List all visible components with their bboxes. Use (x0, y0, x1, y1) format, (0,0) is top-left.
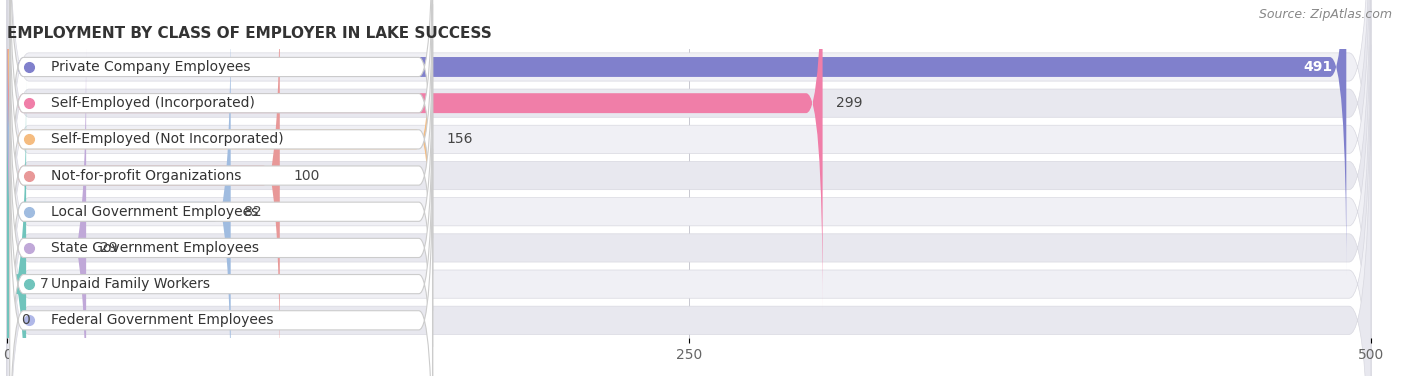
Text: 0: 0 (21, 313, 30, 327)
Text: State Government Employees: State Government Employees (51, 241, 259, 255)
Text: Federal Government Employees: Federal Government Employees (51, 313, 273, 327)
FancyBboxPatch shape (7, 0, 1347, 274)
FancyBboxPatch shape (7, 0, 1371, 376)
Text: 82: 82 (245, 205, 262, 219)
Text: Not-for-profit Organizations: Not-for-profit Organizations (51, 168, 240, 182)
FancyBboxPatch shape (10, 4, 433, 347)
FancyBboxPatch shape (7, 0, 1371, 376)
FancyBboxPatch shape (10, 0, 433, 274)
FancyBboxPatch shape (7, 9, 1371, 376)
FancyBboxPatch shape (7, 0, 1371, 376)
Text: Private Company Employees: Private Company Employees (51, 60, 250, 74)
FancyBboxPatch shape (10, 40, 433, 376)
FancyBboxPatch shape (7, 0, 280, 376)
FancyBboxPatch shape (7, 77, 27, 376)
FancyBboxPatch shape (7, 45, 1371, 376)
Text: Local Government Employees: Local Government Employees (51, 205, 257, 219)
Text: 7: 7 (39, 277, 49, 291)
FancyBboxPatch shape (7, 0, 1371, 343)
Text: 491: 491 (1303, 60, 1333, 74)
Text: 299: 299 (837, 96, 863, 110)
FancyBboxPatch shape (10, 0, 433, 311)
Text: EMPLOYMENT BY CLASS OF EMPLOYER IN LAKE SUCCESS: EMPLOYMENT BY CLASS OF EMPLOYER IN LAKE … (7, 26, 492, 41)
FancyBboxPatch shape (10, 0, 433, 238)
FancyBboxPatch shape (7, 0, 433, 347)
FancyBboxPatch shape (7, 41, 86, 376)
Text: 100: 100 (294, 168, 319, 182)
FancyBboxPatch shape (7, 0, 823, 310)
Text: Self-Employed (Not Incorporated): Self-Employed (Not Incorporated) (51, 132, 283, 146)
Text: Unpaid Family Workers: Unpaid Family Workers (51, 277, 209, 291)
FancyBboxPatch shape (7, 5, 231, 376)
Text: 156: 156 (446, 132, 472, 146)
Text: Source: ZipAtlas.com: Source: ZipAtlas.com (1258, 8, 1392, 21)
Text: 29: 29 (100, 241, 117, 255)
Text: Self-Employed (Incorporated): Self-Employed (Incorporated) (51, 96, 254, 110)
FancyBboxPatch shape (10, 77, 433, 376)
FancyBboxPatch shape (7, 0, 1371, 376)
FancyBboxPatch shape (10, 113, 433, 376)
FancyBboxPatch shape (7, 0, 1371, 376)
FancyBboxPatch shape (10, 149, 433, 376)
